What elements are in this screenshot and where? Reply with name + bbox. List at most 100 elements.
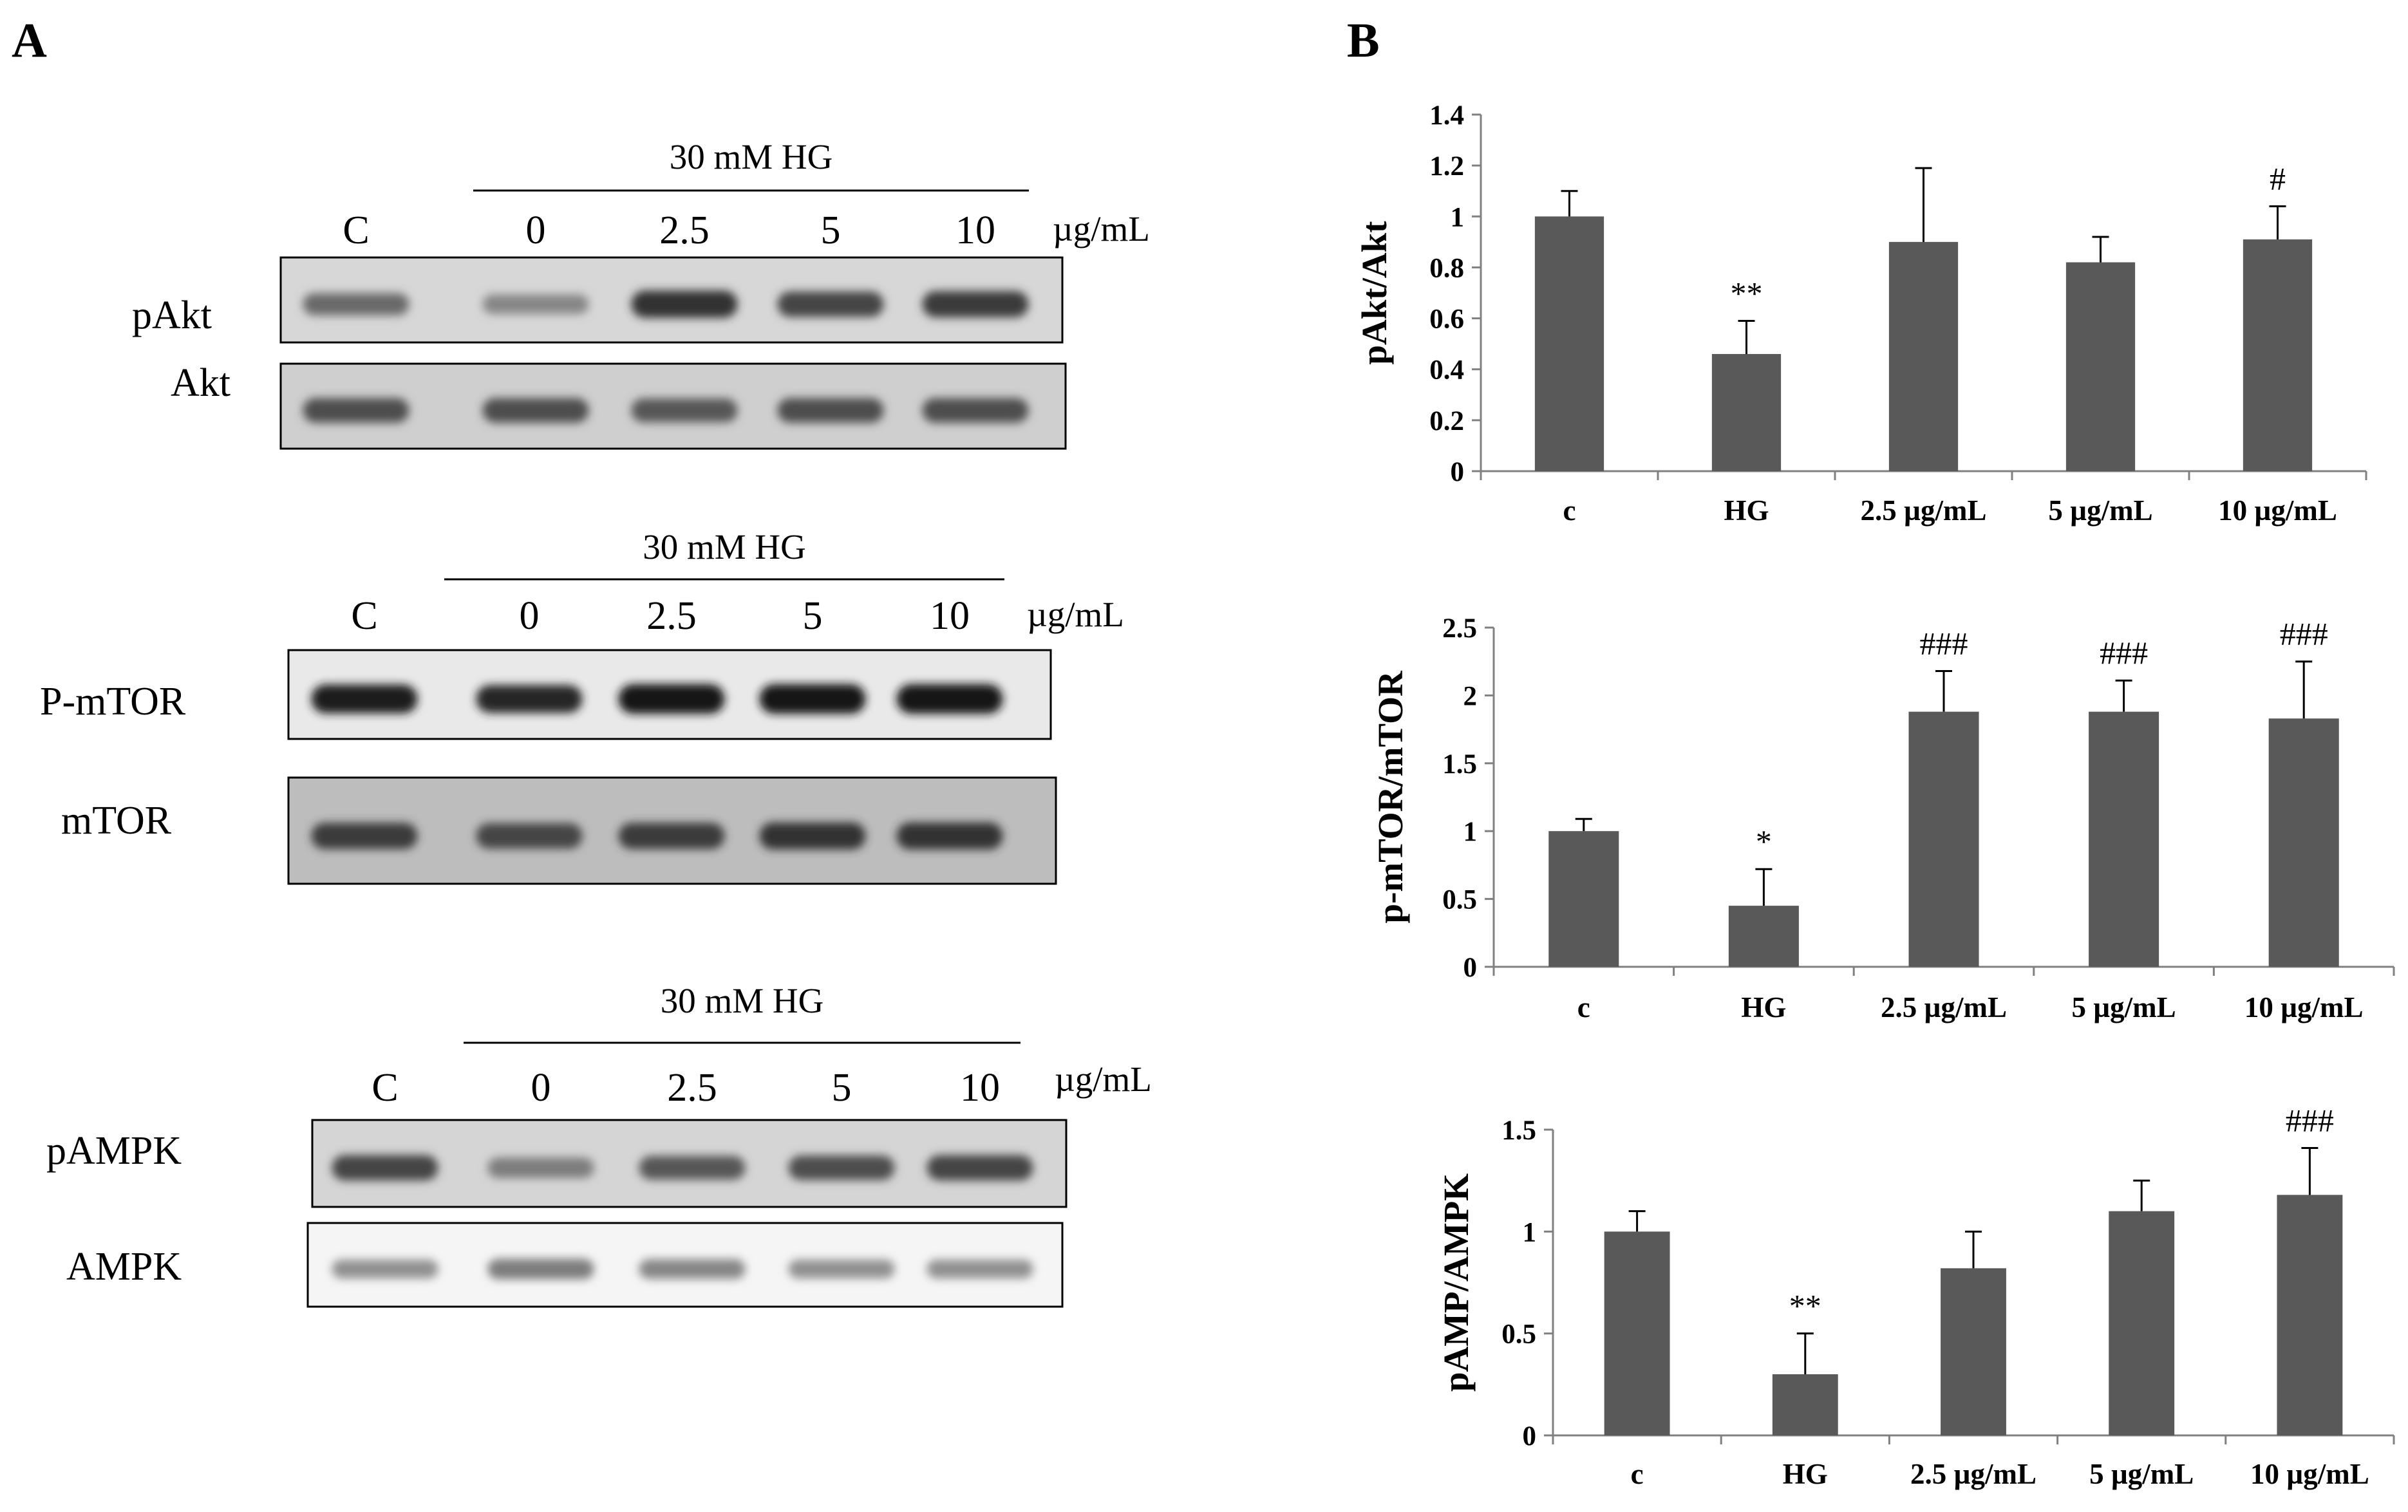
protein-band	[332, 1259, 438, 1279]
significance-label: #	[2270, 160, 2286, 196]
protein-band	[759, 822, 866, 850]
significance-label: ###	[1920, 625, 1968, 661]
bar	[1772, 1374, 1838, 1435]
protein-band	[896, 822, 1003, 850]
y-tick-label: 0.5	[1501, 1320, 1536, 1350]
protein-band	[788, 1259, 895, 1279]
western-blots: 30 mM HG C 0 2.5 5 10 µg/mL pAkt Akt 30 mM HG C 0 2.…	[40, 137, 1152, 1308]
protein-label: P-mTOR	[40, 680, 186, 723]
protein-band	[303, 398, 409, 423]
protein-band	[631, 290, 738, 318]
protein-band	[487, 1157, 594, 1179]
bar	[1728, 906, 1799, 967]
lane-label: 10	[960, 1066, 1000, 1110]
lane-label: C	[343, 209, 369, 252]
x-tick-label: 10 µg/mL	[2244, 991, 2364, 1023]
bar	[1711, 353, 1782, 471]
lane-label: 10	[955, 209, 995, 252]
x-tick-label: c	[1577, 991, 1590, 1023]
chart: 0 0.5 1 1.5 pAMP/AMPK c ** HG 2.5 µg/mL 5 µg/mL ##…	[1436, 1103, 2395, 1490]
lane-label: C	[351, 594, 377, 638]
x-tick-label: 10 µg/mL	[2250, 1458, 2369, 1490]
protein-band	[927, 1155, 1033, 1181]
significance-label: ###	[2286, 1103, 2334, 1139]
y-tick-label: 1	[1523, 1217, 1537, 1247]
lane-label: 2.5	[646, 594, 697, 638]
protein-band	[332, 1155, 438, 1181]
protein-band	[896, 684, 1003, 714]
y-tick-label: 0.5	[1442, 885, 1477, 915]
y-tick-label: 0.4	[1429, 355, 1464, 386]
bar	[1941, 1268, 2006, 1435]
protein-label: pAkt	[132, 294, 212, 337]
blot-group: 30 mM HG C 0 2.5 5 10 µg/mL P-mTOR mTOR	[40, 527, 1124, 885]
y-axis-label: p-mTOR/mTOR	[1371, 670, 1410, 923]
significance-label: ###	[2280, 616, 2328, 652]
x-tick-label: 5 µg/mL	[2048, 494, 2152, 527]
unit-label: µg/mL	[1055, 1059, 1152, 1099]
x-tick-label: 10 µg/mL	[2218, 494, 2337, 527]
protein-band	[922, 291, 1029, 317]
y-tick-label: 1	[1451, 202, 1465, 232]
protein-band	[311, 684, 418, 714]
treatment-label: 30 mM HG	[661, 981, 824, 1020]
x-tick-label: HG	[1783, 1458, 1828, 1490]
lane-label: 0	[531, 1066, 551, 1110]
x-tick-label: HG	[1741, 991, 1786, 1023]
x-tick-label: 2.5 µg/mL	[1910, 1458, 2036, 1490]
y-tick-label: 1	[1463, 817, 1478, 847]
protein-band	[476, 823, 583, 849]
x-tick-label: 5 µg/mL	[2089, 1458, 2194, 1490]
blot-group: 30 mM HG C 0 2.5 5 10 µg/mL pAkt Akt	[132, 137, 1150, 450]
bar	[1548, 831, 1619, 967]
bar	[1908, 711, 1979, 967]
protein-band	[639, 1259, 746, 1279]
bar	[2277, 1195, 2343, 1435]
y-axis-label: pAMP/AMPK	[1436, 1173, 1476, 1392]
x-tick-label: 2.5 µg/mL	[1881, 991, 2007, 1023]
x-tick-label: 2.5 µg/mL	[1861, 494, 1987, 527]
x-tick-label: 5 µg/mL	[2072, 991, 2176, 1023]
blot-group: 30 mM HG C 0 2.5 5 10 µg/mL pAMPK AMPK	[46, 981, 1152, 1308]
lane-label: 5	[821, 209, 841, 252]
lane-label: 5	[832, 1066, 852, 1110]
protein-band	[311, 823, 418, 850]
bar-charts: 0 0.2 0.4 0.6 0.8 1 1.2 1.4 pAkt/Akt c ** HG 2.5 µg/…	[1355, 100, 2395, 1490]
unit-label: µg/mL	[1027, 595, 1124, 634]
y-tick-label: 0	[1451, 457, 1465, 487]
chart: 0 0.2 0.4 0.6 0.8 1 1.2 1.4 pAkt/Akt c ** HG 2.5 µg/…	[1355, 100, 2367, 527]
unit-label: µg/mL	[1053, 209, 1150, 248]
bar	[1888, 241, 1959, 471]
lane-label: 10	[930, 594, 970, 638]
protein-band	[476, 685, 583, 713]
treatment-label: 30 mM HG	[643, 527, 806, 566]
x-tick-label: HG	[1724, 494, 1769, 527]
y-tick-label: 1.5	[1442, 749, 1477, 779]
protein-band	[487, 1258, 594, 1280]
lane-label: 2.5	[659, 209, 710, 252]
protein-band	[303, 293, 409, 315]
y-tick-label: 0.2	[1429, 406, 1464, 436]
bar	[1604, 1231, 1670, 1435]
bar	[2268, 718, 2339, 967]
lane-label: 0	[520, 594, 540, 638]
y-tick-label: 1.4	[1429, 100, 1464, 131]
significance-label: *	[1756, 823, 1772, 859]
protein-band	[777, 291, 884, 317]
protein-band	[482, 398, 589, 423]
y-tick-label: 0.6	[1429, 304, 1464, 335]
protein-band	[618, 823, 725, 850]
bar	[2089, 711, 2159, 967]
significance-label: ###	[2100, 635, 2148, 671]
bar	[2243, 239, 2313, 471]
y-tick-label: 2.5	[1442, 613, 1477, 644]
protein-label: mTOR	[61, 799, 172, 843]
panel-b-label: B	[1347, 14, 1380, 68]
protein-band	[631, 398, 738, 423]
significance-label: **	[1789, 1288, 1821, 1324]
protein-band	[777, 398, 884, 423]
protein-band	[922, 398, 1029, 423]
lane-label: 5	[803, 594, 823, 638]
